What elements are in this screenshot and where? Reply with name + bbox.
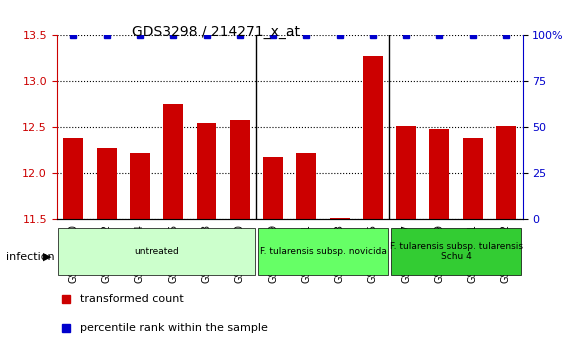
FancyBboxPatch shape [59, 228, 254, 275]
Bar [64, 138, 83, 219]
Text: F. tularensis subsp. novicida: F. tularensis subsp. novicida [260, 247, 386, 256]
Text: infection: infection [6, 252, 55, 262]
Text: transformed count: transformed count [80, 294, 184, 304]
FancyBboxPatch shape [258, 228, 388, 275]
Text: ▶: ▶ [43, 252, 51, 262]
Bar [296, 153, 316, 219]
Bar [263, 157, 283, 219]
Bar [97, 148, 116, 219]
Bar [230, 120, 250, 219]
Bar [496, 126, 516, 219]
Bar [163, 104, 183, 219]
Text: F. tularensis subsp. tularensis
Schu 4: F. tularensis subsp. tularensis Schu 4 [390, 242, 523, 261]
FancyBboxPatch shape [391, 228, 521, 275]
Bar [197, 123, 216, 219]
Text: GDS3298 / 214271_x_at: GDS3298 / 214271_x_at [132, 25, 300, 39]
Bar [363, 56, 383, 219]
Bar [329, 218, 349, 219]
Bar [463, 138, 483, 219]
Text: untreated: untreated [134, 247, 179, 256]
Bar [130, 153, 150, 219]
Bar [429, 129, 449, 219]
Bar [396, 126, 416, 219]
Text: percentile rank within the sample: percentile rank within the sample [80, 323, 268, 333]
